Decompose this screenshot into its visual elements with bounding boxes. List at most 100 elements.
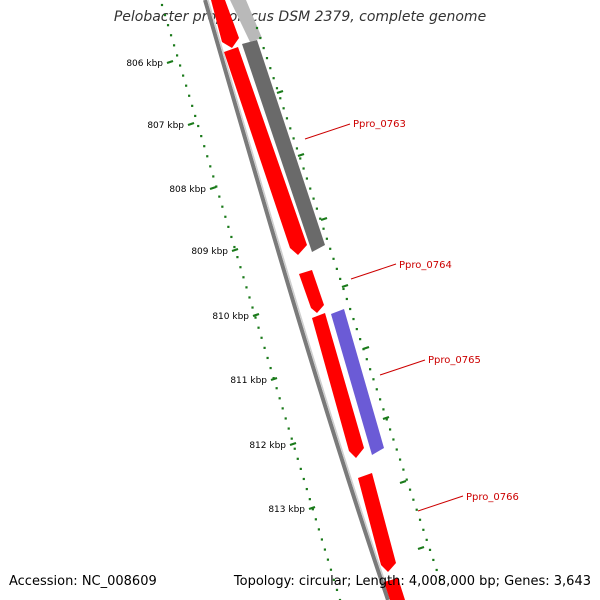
tick-dotted-line [160, 3, 442, 600]
outer-tick-dot [352, 317, 355, 321]
inner-tick-dot [160, 3, 164, 7]
gene-shape-red-middle[interactable] [312, 313, 364, 458]
tick-labels: 806 kbp 807 kbp 808 kbp 809 kbp 810 kbp 811 k… [126, 59, 305, 515]
inner-tick-dot [281, 407, 284, 410]
inner-tick-dot [209, 165, 212, 168]
gene-shape-ppro-0763-red[interactable] [224, 47, 307, 255]
inner-tick-dot [188, 94, 191, 97]
major-tick-mark [166, 59, 174, 65]
gene-label-ppro-0765[interactable]: Ppro_0765 [428, 355, 481, 366]
gene-shape-bottom-red[interactable] [384, 578, 405, 600]
inner-tick-dot [179, 64, 182, 67]
tick-label: 807 kbp [147, 121, 184, 131]
outer-tick-dot [295, 147, 299, 150]
inner-tick-dot [215, 185, 218, 188]
tick-label: 809 kbp [191, 247, 228, 257]
inner-tick-dot [305, 487, 308, 491]
major-tick-mark [187, 121, 195, 127]
inner-tick-dot [278, 397, 281, 400]
tick-marks [166, 59, 425, 551]
gene-leader-line [379, 359, 426, 376]
gene-shape-ppro-0766[interactable] [358, 473, 396, 572]
inner-tick-dot [163, 13, 167, 17]
inner-tick-dot [317, 528, 320, 531]
inner-tick-dot [302, 477, 305, 481]
inner-tick-dot [293, 447, 296, 450]
inner-tick-dot [236, 256, 239, 259]
gene-shape-ppro-0763[interactable] [242, 40, 325, 252]
inner-tick-dot [248, 296, 251, 299]
outer-tick-dot [322, 227, 325, 230]
inner-tick-dot [326, 558, 330, 561]
gene-label-ppro-0764[interactable]: Ppro_0764 [399, 260, 452, 271]
gene-shape-ppro-0764[interactable] [299, 270, 324, 313]
outer-tick-dot [332, 257, 335, 260]
inner-tick-dot [197, 124, 200, 128]
gene-shape-ppro-0765[interactable] [331, 309, 384, 455]
outer-tick-dot [438, 578, 442, 582]
inner-tick-dot [308, 498, 311, 501]
outer-major-tick-mark [276, 89, 284, 95]
outer-tick-dot [349, 307, 352, 311]
inner-tick-dot [230, 235, 233, 239]
inner-tick-dot [251, 306, 254, 309]
tick-label: 812 kbp [249, 441, 286, 451]
outer-tick-dot [272, 77, 275, 80]
tick-label: 810 kbp [212, 312, 249, 322]
inner-tick-dot [200, 135, 203, 138]
outer-tick-dot [292, 137, 295, 140]
inner-tick-dot [194, 114, 197, 118]
outer-tick-dot [428, 548, 432, 551]
gene-shape-top-faded[interactable] [230, 0, 262, 42]
inner-tick-dot [191, 104, 194, 107]
outer-tick-dot [282, 107, 285, 110]
outer-tick-dot [305, 177, 309, 180]
inner-tick-dot [254, 316, 257, 319]
gene-shape-top-red[interactable] [211, 0, 239, 48]
inner-tick-dot [227, 225, 230, 228]
outer-tick-dot [408, 488, 412, 491]
tick-label: 811 kbp [230, 376, 267, 386]
outer-tick-dot [315, 207, 318, 210]
inner-tick-dot [329, 568, 333, 571]
inner-tick-dot [175, 54, 179, 57]
outer-major-tick-mark [417, 545, 425, 551]
major-tick-mark [308, 505, 316, 511]
inner-tick-dot [245, 286, 248, 289]
outer-tick-dot [319, 217, 322, 220]
gene-leader-line [417, 495, 464, 512]
outer-tick-dot [395, 448, 398, 451]
inner-tick-dot [320, 538, 323, 541]
outer-tick-dot [289, 127, 292, 130]
gene-leader-line [350, 263, 397, 280]
genome-backbone-highlight [207, 0, 392, 600]
tick-label: 806 kbp [126, 59, 163, 69]
outer-tick-dot [299, 157, 302, 160]
gene-labels: Ppro_0763 Ppro_0764 Ppro_0765 Ppro_0766 [304, 119, 519, 512]
outer-tick-dot [312, 197, 315, 200]
inner-tick-dot [275, 387, 278, 390]
gene-label-ppro-0763[interactable]: Ppro_0763 [353, 119, 406, 130]
major-tick-mark [270, 376, 278, 382]
gene-label-ppro-0766[interactable]: Ppro_0766 [466, 492, 519, 503]
genome-summary-text: Topology: circular; Length: 4,008,000 bp… [233, 574, 591, 589]
outer-tick-dot [302, 167, 305, 170]
outer-tick-dot [432, 558, 435, 562]
outer-tick-dot [275, 87, 279, 90]
inner-tick-dot [182, 74, 185, 77]
inner-tick-dot [287, 427, 290, 430]
inner-tick-dot [257, 326, 260, 329]
outer-tick-dot [262, 46, 265, 50]
outer-major-tick-mark [399, 479, 407, 485]
outer-major-tick-mark [362, 345, 370, 351]
outer-tick-dot [285, 117, 289, 120]
inner-tick-dot [332, 578, 336, 581]
inner-tick-dot [335, 588, 339, 592]
inner-tick-dot [314, 518, 317, 521]
inner-tick-dot [212, 175, 215, 178]
inner-tick-dot [206, 155, 209, 158]
outer-tick-dot [412, 498, 415, 501]
inner-tick-dot [263, 346, 266, 349]
outer-major-tick-mark [297, 152, 305, 158]
